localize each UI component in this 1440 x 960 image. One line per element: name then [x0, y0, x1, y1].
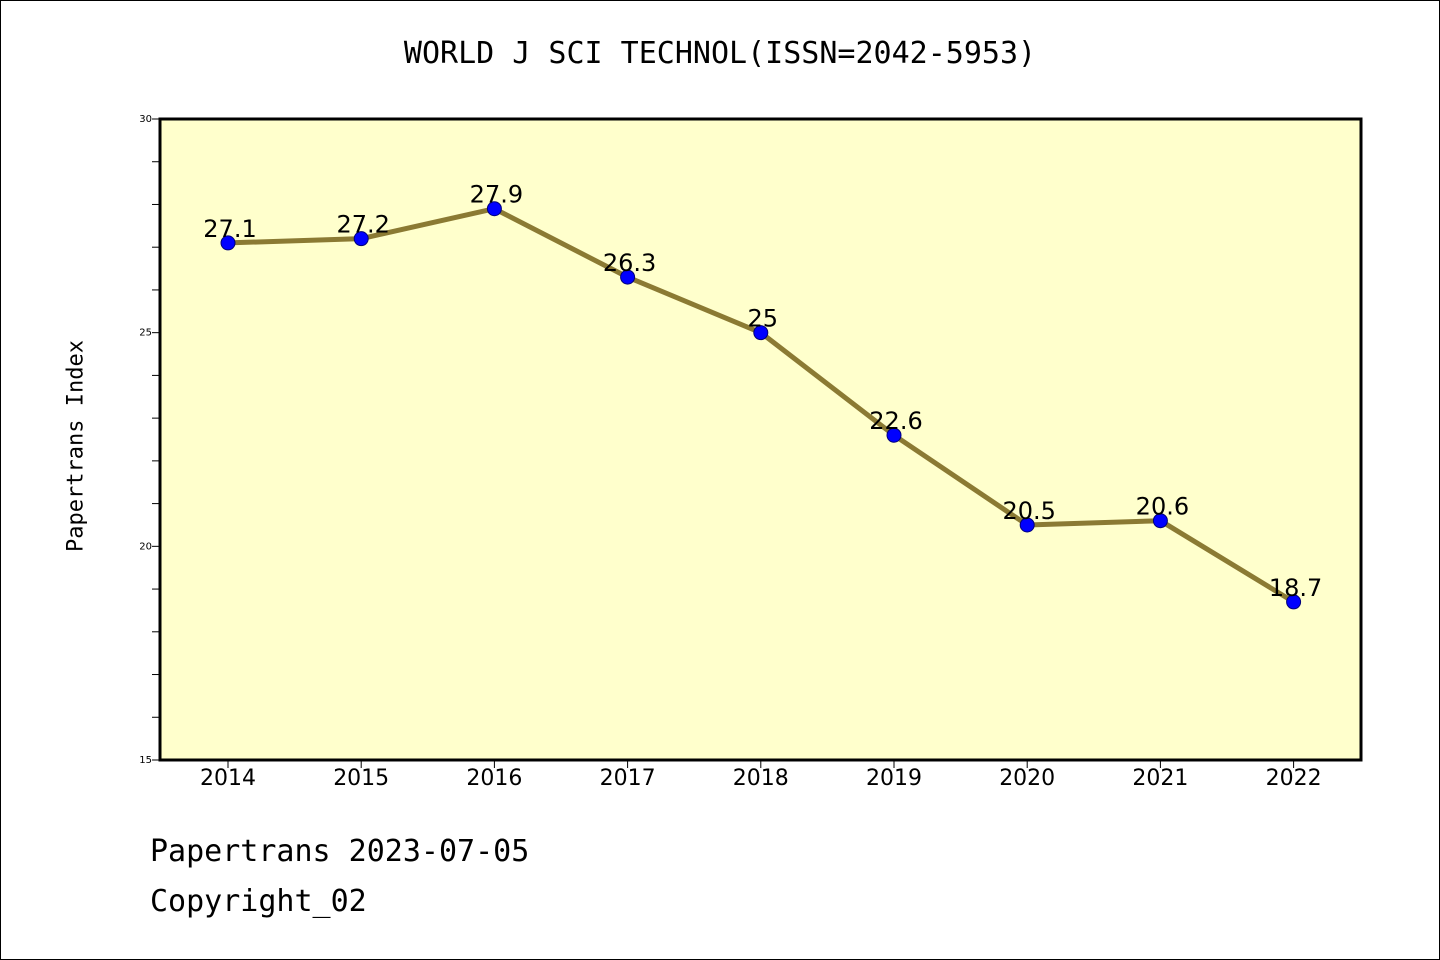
- y-tick-label: 15: [139, 755, 152, 766]
- chart-title: WORLD J SCI TECHNOL(ISSN=2042-5953): [403, 36, 1037, 71]
- y-tick-label: 20: [139, 541, 152, 552]
- data-label: 27.9: [470, 181, 523, 209]
- data-label: 25: [748, 305, 779, 333]
- x-tick-label: 2017: [600, 766, 656, 791]
- data-label: 27.2: [336, 211, 389, 239]
- data-point: [486, 201, 502, 217]
- data-point: [620, 269, 636, 285]
- footer-date: Papertrans 2023-07-05: [150, 834, 530, 869]
- y-tick-label: 30: [139, 114, 152, 125]
- plot-area: [158, 117, 1363, 762]
- data-labels: 27.1 27.2 27.9 26.3 25 22.6 20.5 20.6 18.7: [203, 181, 1322, 602]
- x-ticks: 2014 2015 2016 2017 2018 2019 2020 2021 2022: [200, 760, 1322, 791]
- y-ticks: 15 20 25 30: [139, 114, 160, 766]
- data-label: 18.7: [1269, 574, 1322, 602]
- data-point: [753, 325, 769, 341]
- x-tick-label: 2018: [733, 766, 789, 791]
- x-tick-label: 2021: [1132, 766, 1188, 791]
- data-label: 20.5: [1002, 497, 1055, 525]
- x-tick-label: 2022: [1266, 766, 1322, 791]
- data-label: 20.6: [1136, 493, 1189, 521]
- data-point: [353, 231, 369, 247]
- data-point: [886, 427, 902, 443]
- x-tick-label: 2014: [200, 766, 256, 791]
- data-label: 22.6: [869, 407, 922, 435]
- x-tick-label: 2016: [466, 766, 522, 791]
- data-point: [1019, 517, 1035, 533]
- x-tick-label: 2019: [866, 766, 922, 791]
- data-point: [220, 235, 236, 251]
- data-point: [1286, 594, 1302, 610]
- data-point: [1152, 513, 1168, 529]
- data-points: [220, 201, 1302, 610]
- data-label: 27.1: [203, 215, 256, 243]
- data-label: 26.3: [603, 249, 656, 277]
- x-tick-label: 2020: [999, 766, 1055, 791]
- footer-copyright: Copyright_02: [150, 884, 367, 919]
- x-tick-label: 2015: [333, 766, 389, 791]
- y-tick-label: 25: [139, 328, 152, 339]
